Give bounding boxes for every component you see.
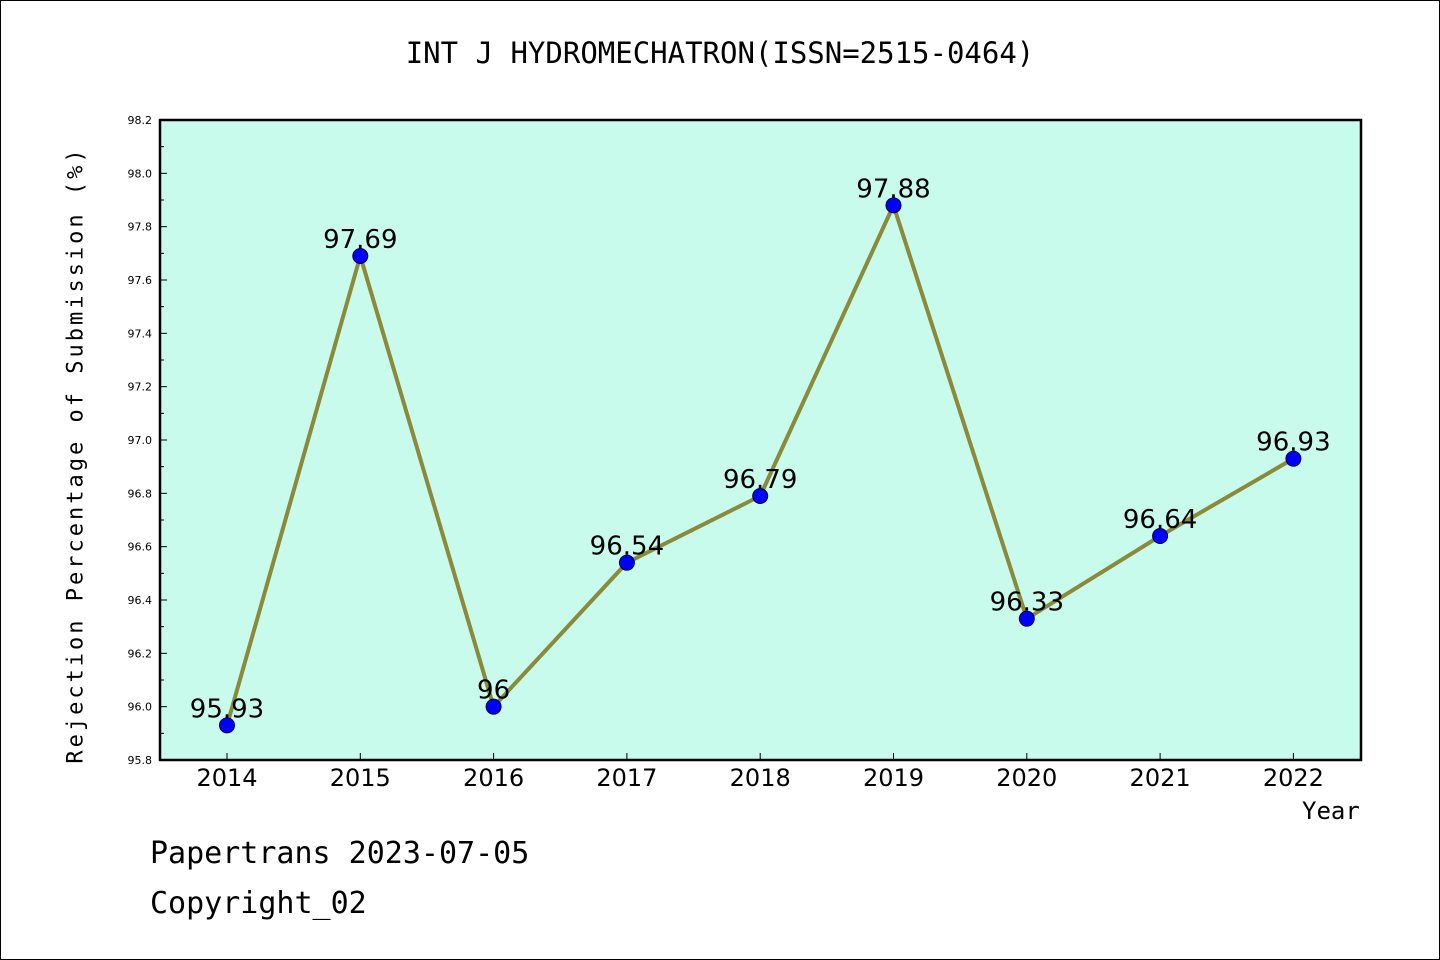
plot-border [158,118,1363,762]
data-label: 96.93 [1256,428,1330,458]
data-label: 96.79 [723,465,797,495]
data-point [352,248,369,264]
x-tick-label: 2014 [196,764,257,792]
y-tick-label: 95.8 [128,754,153,767]
x-tick-label: 2015 [330,764,391,792]
data-point [885,197,902,214]
footer-date: Papertrans 2023-07-05 [150,836,530,871]
y-tick-label: 97.0 [128,434,153,447]
data-label: 97.88 [856,174,930,204]
data-label: 96.33 [990,588,1064,618]
y-tick-label: 96.4 [128,594,153,607]
y-tick-label: 97.6 [128,274,153,287]
x-tick-label: 2018 [730,764,791,792]
data-label: 95.93 [190,694,264,724]
x-tick-label: 2017 [596,764,657,792]
data-point [1152,528,1169,544]
data-point [485,698,502,715]
x-tick-label: 2016 [463,764,524,792]
data-point [1285,450,1302,467]
y-tick-label: 96.8 [128,487,153,500]
y-tick-label: 97.4 [128,327,153,340]
data-label: 96.64 [1123,505,1197,535]
y-tick-label: 96.6 [128,541,153,554]
y-tick-label: 97.8 [128,221,153,234]
y-tick-label: 96.0 [128,701,153,714]
y-tick-label: 96.2 [128,647,153,660]
x-tick-label: 2022 [1263,764,1324,792]
data-point [752,488,769,504]
data-point [618,554,635,571]
plot-area [160,120,1361,760]
y-tick-label: 98.2 [128,114,153,127]
data-label: 96.54 [590,532,664,562]
y-tick-label: 97.2 [128,381,153,394]
data-label: 97.69 [323,225,397,255]
footer-copyright: Copyright_02 [150,886,367,921]
x-axis-label: Year [1302,797,1360,825]
x-tick-label: 2020 [996,764,1057,792]
x-tick-label: 2019 [863,764,924,792]
x-tick-label: 2021 [1130,764,1191,792]
data-label: 96 [477,676,510,706]
y-tick-label: 98.0 [128,167,153,180]
data-point [1018,610,1035,627]
data-point [219,717,235,734]
chart-title: INT J HYDROMECHATRON(ISSN=2515-0464) [405,36,1035,70]
